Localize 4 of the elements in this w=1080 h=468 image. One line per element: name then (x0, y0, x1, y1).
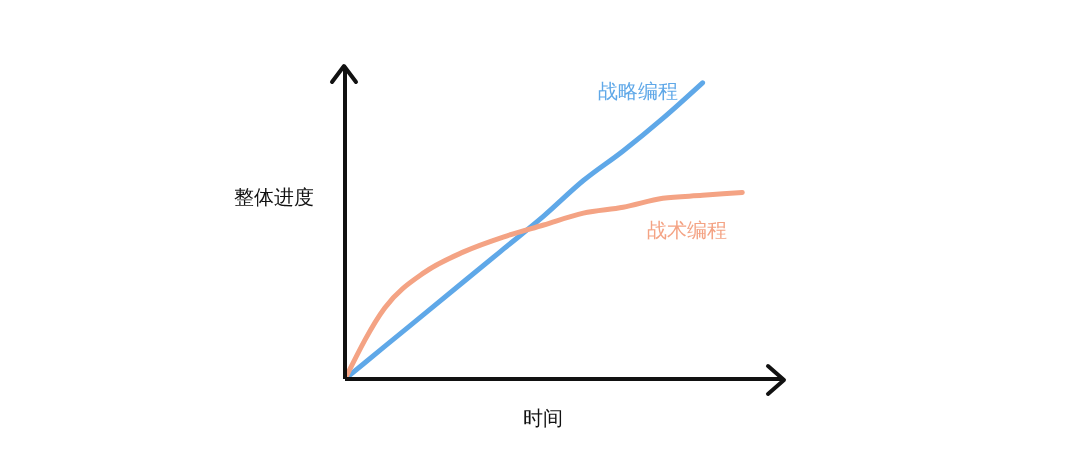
series-label: 战略编程 (597, 78, 678, 103)
series-label: 战术编程 (647, 218, 728, 243)
x-axis-title: 时间 (523, 406, 563, 430)
y-axis-title: 整体进度 (234, 185, 314, 209)
